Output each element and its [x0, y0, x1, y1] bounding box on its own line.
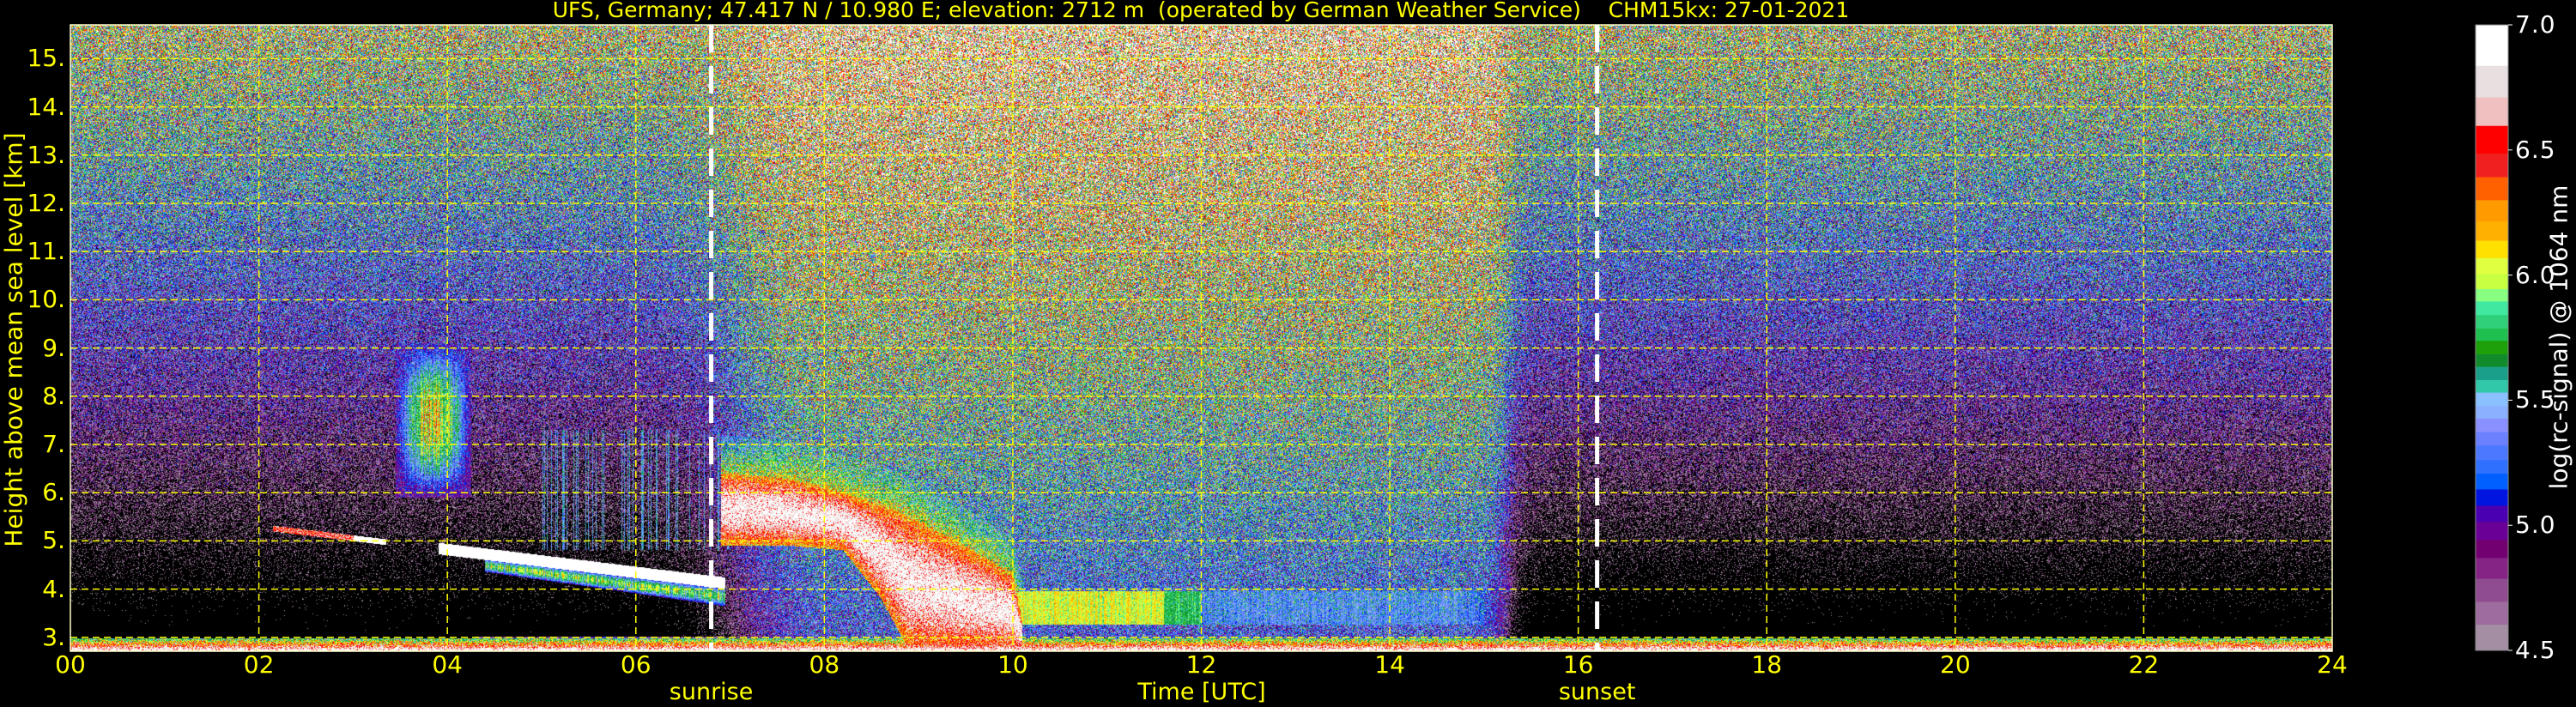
colorbar-bin — [2476, 65, 2508, 98]
colorbar-bin — [2476, 328, 2508, 341]
colorbar-bin — [2476, 539, 2508, 559]
y-tick-label: 5. — [42, 526, 65, 555]
colorbar-bin — [2476, 366, 2508, 380]
x-tick-label: 22 — [2128, 650, 2160, 679]
x-tick-label: 04 — [432, 650, 463, 679]
colorbar-bin — [2476, 125, 2508, 154]
colorbar-bin — [2476, 221, 2508, 241]
colorbar-bin — [2476, 379, 2508, 393]
colorbar-label: log(rc-signal) @ 1064 nm — [2544, 184, 2573, 490]
colorbar-bin — [2476, 521, 2508, 541]
colorbar-tick-label: 6.5 — [2515, 135, 2556, 164]
colorbar-bin — [2476, 432, 2508, 446]
colorbar-frame — [2475, 24, 2509, 651]
x-tick-label: 16 — [1562, 650, 1594, 679]
colorbar-bin — [2476, 557, 2508, 579]
x-tick-label: 06 — [620, 650, 652, 679]
colorbar-tick-label: 7.0 — [2515, 10, 2556, 39]
x-tick-label: 24 — [2317, 650, 2348, 679]
colorbar-bin — [2476, 444, 2508, 461]
x-tick-label: 10 — [997, 650, 1028, 679]
plot-frame — [70, 24, 2333, 652]
x-tick-label: 12 — [1185, 650, 1217, 679]
colorbar-bin — [2476, 199, 2508, 222]
colorbar-bin — [2476, 488, 2508, 506]
colorbar-bin — [2476, 96, 2508, 126]
colorbar-bin — [2476, 459, 2508, 474]
y-tick-label: 12. — [27, 188, 65, 217]
y-tick-label: 7. — [42, 429, 65, 458]
colorbar-bin — [2476, 25, 2508, 66]
colorbar-bin — [2476, 288, 2508, 302]
y-tick-label: 15. — [27, 44, 65, 73]
colorbar-bin — [2476, 177, 2508, 201]
x-tick-label: 08 — [809, 650, 840, 679]
colorbar-bin — [2476, 340, 2508, 354]
colorbar-tick-label: 5.5 — [2515, 385, 2556, 414]
colorbar-tick-label: 5.0 — [2515, 511, 2556, 540]
colorbar-bin — [2476, 257, 2508, 275]
y-tick-label: 3. — [42, 622, 65, 651]
colorbar-bin — [2476, 473, 2508, 490]
y-tick-label: 14. — [27, 92, 65, 121]
x-tick-label: 14 — [1374, 650, 1405, 679]
x-tick-label: 00 — [55, 650, 86, 679]
colorbar-bin — [2476, 405, 2508, 419]
colorbar-bin — [2476, 392, 2508, 407]
colorbar-tick-label: 4.5 — [2515, 636, 2556, 664]
colorbar-bin — [2476, 153, 2508, 178]
colorbar-bin — [2476, 273, 2508, 289]
annotation-label-sunset: sunset — [1558, 679, 1636, 705]
annotation-label-sunrise: sunrise — [669, 679, 754, 705]
colorbar-bin — [2476, 240, 2508, 258]
colorbar-bin — [2476, 601, 2508, 625]
y-axis-label: Height above mean sea level [km] — [0, 132, 28, 547]
y-tick-label: 11. — [27, 237, 65, 266]
x-tick-label: 20 — [1940, 650, 1971, 679]
y-tick-label: 4. — [42, 574, 65, 603]
colorbar-bin — [2476, 624, 2508, 651]
y-tick-label: 10. — [27, 285, 65, 314]
x-axis-label: Time [UTC] — [1137, 679, 1266, 705]
x-tick-label: 18 — [1751, 650, 1783, 679]
y-tick-label: 8. — [42, 381, 65, 410]
colorbar-bin — [2476, 505, 2508, 523]
colorbar-bin — [2476, 578, 2508, 602]
colorbar-bin — [2476, 418, 2508, 432]
y-tick-label: 6. — [42, 478, 65, 507]
chart-title: UFS, Germany; 47.417 N / 10.980 E; eleva… — [552, 0, 1850, 22]
colorbar-tick-label: 6.0 — [2515, 260, 2556, 289]
colorbar-bin — [2476, 354, 2508, 367]
colorbar-bin — [2476, 314, 2508, 329]
x-tick-label: 02 — [243, 650, 275, 679]
y-tick-label: 13. — [27, 140, 65, 169]
y-tick-label: 9. — [42, 333, 65, 362]
colorbar-bin — [2476, 300, 2508, 316]
